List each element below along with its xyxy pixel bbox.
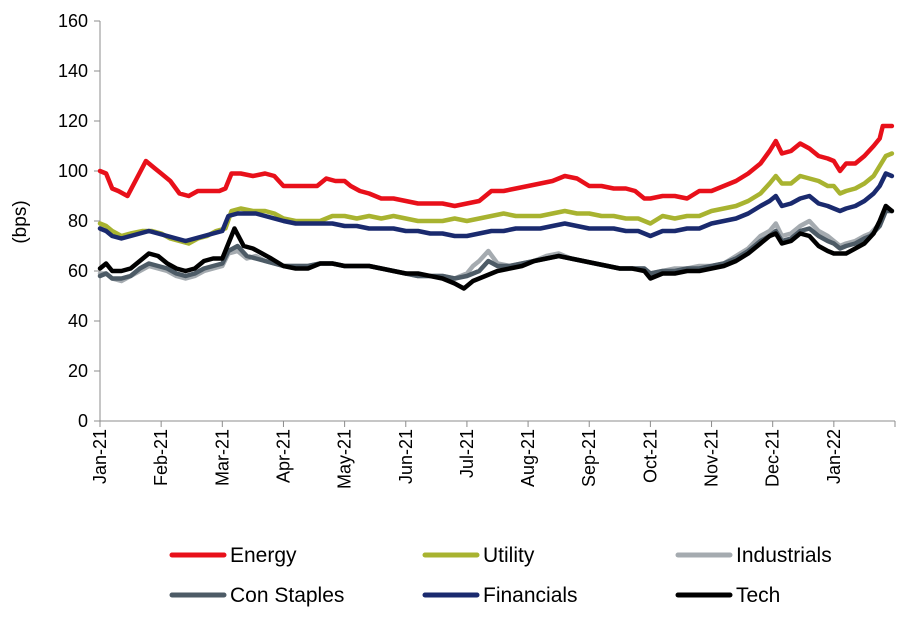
y-tick-label: 100 <box>58 161 88 181</box>
y-tick-label: 140 <box>58 61 88 81</box>
x-tick-label: Dec-21 <box>763 429 783 487</box>
y-tick-label: 0 <box>78 411 88 431</box>
legend-label: Financials <box>483 584 578 607</box>
series-layer <box>97 123 895 291</box>
legend-entry: Energy <box>169 544 297 567</box>
x-tick-label: Mar-21 <box>212 429 232 486</box>
legend-entry: Industrials <box>675 544 832 567</box>
x-tick-label: Jun-21 <box>396 429 416 484</box>
y-tick-label: 160 <box>58 11 88 31</box>
y-tick-label: 40 <box>68 311 88 331</box>
x-tick-label: May-21 <box>335 429 355 489</box>
x-axis: Jan-21 Feb-21 Mar-21 Apr-21 May-21 Jun-21 Jul-… <box>90 420 896 489</box>
x-tick-label: Sep-21 <box>579 429 599 487</box>
y-axis: 0 20 40 60 80 100 120 140 160 <box>58 11 101 431</box>
x-tick-label: Aug-21 <box>518 429 538 487</box>
x-tick-label: Jan-22 <box>824 429 844 484</box>
legend-label: Tech <box>736 584 780 607</box>
legend-entry: Con Staples <box>169 584 344 607</box>
y-tick-label: 80 <box>68 211 88 231</box>
series-line-financials <box>97 171 895 244</box>
legend-entry: Utility <box>422 544 535 567</box>
x-tick-label: Jan-21 <box>90 429 110 484</box>
x-tick-label: Feb-21 <box>151 429 171 486</box>
series-line-tech <box>97 203 895 291</box>
x-tick-label: Nov-21 <box>702 429 722 487</box>
series-line-energy <box>97 123 895 209</box>
y-axis-title: (bps) <box>10 200 31 243</box>
legend-label: Con Staples <box>230 584 344 607</box>
legend-entry: Tech <box>675 584 780 607</box>
x-tick-label: Oct-21 <box>640 429 660 483</box>
x-tick-label: Jul-21 <box>457 429 477 478</box>
y-tick-label: 120 <box>58 111 88 131</box>
legend-label: Energy <box>230 544 297 567</box>
legend-label: Utility <box>483 544 535 567</box>
y-tick-label: 20 <box>68 361 88 381</box>
legend-entry: Financials <box>422 584 578 607</box>
series-line-industrials <box>97 206 895 284</box>
y-tick-label: 60 <box>68 261 88 281</box>
legend-label: Industrials <box>736 544 832 567</box>
legend: Energy Utility Industrials Con Staples Finan… <box>169 544 832 607</box>
x-tick-label: Apr-21 <box>273 429 293 483</box>
